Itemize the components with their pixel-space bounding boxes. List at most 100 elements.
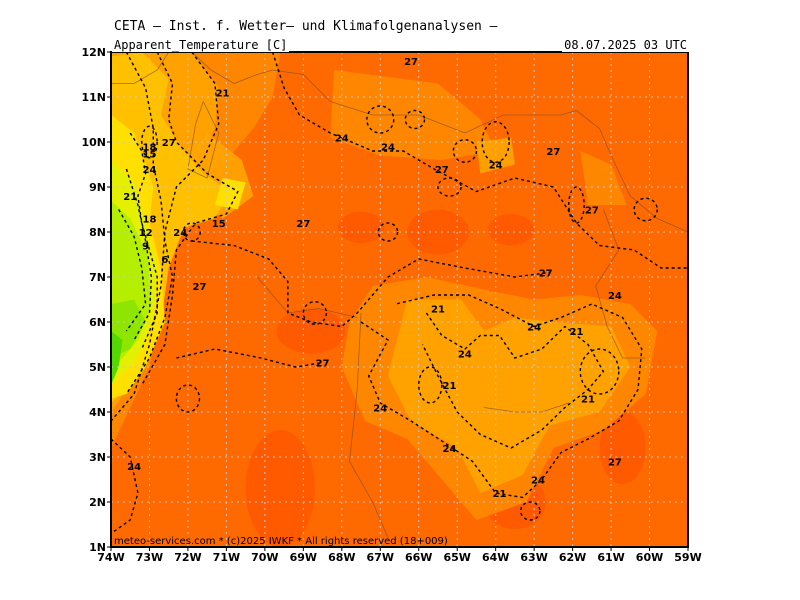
map-frame — [110, 51, 689, 548]
lon-tick-label: 63W — [520, 551, 547, 564]
contour-ring-3 — [452, 139, 478, 163]
footer-credit: meteo-services.com * (c)2025 IWKF * All … — [114, 536, 448, 547]
contour-label: 21 — [581, 395, 595, 406]
lon-tick-label: 66W — [405, 551, 432, 564]
contour-ring-12 — [568, 186, 585, 224]
apparent-temp-band-18-mtn — [214, 178, 246, 210]
contour-label: 24 — [531, 476, 545, 487]
contour-label: 21 — [493, 489, 507, 500]
contour-label: 24 — [381, 143, 395, 154]
contour-ring-5 — [377, 222, 399, 242]
map-title: CETA – Inst. f. Wetter– und Klimafolgena… — [114, 19, 498, 34]
apparent-temp-band-25-3 — [580, 151, 627, 205]
hot-patch-1 — [487, 214, 535, 246]
lat-tick-label: 11N — [81, 91, 106, 104]
boundary-line-2 — [111, 52, 170, 84]
contour-label: 18 — [143, 143, 157, 154]
contour-line-9 — [360, 294, 643, 499]
lon-tick-label: 73W — [136, 551, 163, 564]
parameter-label: Apparent_Temperature [C] — [112, 38, 290, 52]
contour-label: 24 — [143, 165, 157, 176]
contour-label: 27 — [193, 282, 207, 293]
contour-line-8 — [176, 348, 323, 368]
hot-patch-3 — [276, 308, 346, 354]
lat-tick-label: 4N — [89, 406, 106, 419]
lon-tick-label: 74W — [97, 551, 124, 564]
contour-label: 27 — [316, 359, 330, 370]
contour-ring-0 — [366, 105, 395, 134]
contour-line-3 — [129, 132, 158, 350]
lon-tick-label: 71W — [213, 551, 240, 564]
lat-tick-label: 10N — [81, 136, 106, 149]
hot-patch-2 — [337, 211, 385, 244]
contour-label: 27 — [585, 206, 599, 217]
contour-label: 21 — [443, 381, 457, 392]
contour-label: 27 — [608, 458, 622, 469]
apparent-temp-band-23-2 — [388, 299, 631, 493]
lon-tick-label: 62W — [559, 551, 586, 564]
lon-tick-label: 68W — [328, 551, 355, 564]
contour-ring-13 — [141, 125, 158, 159]
contour-label: 24 — [608, 291, 622, 302]
lon-tick-label: 59W — [674, 551, 701, 564]
lat-tick-label: 1N — [89, 541, 106, 554]
lon-tick-label: 65W — [443, 551, 470, 564]
lat-tick-label: 6N — [89, 316, 106, 329]
lat-tick-label: 12N — [81, 46, 106, 59]
contour-label: 21 — [431, 305, 445, 316]
contour-ring-8 — [519, 501, 541, 521]
contour-label: 24 — [527, 323, 541, 334]
contour-label: 24 — [127, 462, 141, 473]
lat-tick-label: 7N — [89, 271, 106, 284]
hot-patch-0 — [407, 209, 469, 255]
apparent-temp-band-6 — [111, 331, 123, 385]
contour-ring-7 — [175, 384, 201, 413]
lon-tick-label: 67W — [367, 551, 394, 564]
contour-ring-9 — [302, 301, 328, 325]
lon-tick-label: 60W — [636, 551, 663, 564]
contour-line-7 — [191, 240, 550, 328]
lon-tick-label: 69W — [290, 551, 317, 564]
contour-ring-6 — [182, 222, 201, 242]
contour-label: 21 — [123, 192, 137, 203]
contour-label: 27 — [404, 57, 418, 68]
contour-label: 24 — [489, 161, 503, 172]
boundary-line-1 — [187, 101, 220, 179]
contour-label: 21 — [216, 89, 230, 100]
lat-tick-label: 9N — [89, 181, 106, 194]
contour-label: 24 — [173, 228, 187, 239]
contour-ring-2 — [481, 121, 510, 163]
lon-tick-label: 61W — [597, 551, 624, 564]
contour-line-4 — [125, 168, 153, 341]
lon-tick-label: 72W — [174, 551, 201, 564]
contour-line-6 — [271, 52, 688, 269]
valid-time-label: 08.07.2025 03 UTC — [562, 38, 689, 52]
contour-label: 6 — [161, 255, 168, 266]
lat-tick-label: 2N — [89, 496, 106, 509]
contour-label: 24 — [443, 444, 457, 455]
contour-ring-11 — [418, 366, 443, 404]
contour-label: 24 — [335, 134, 349, 145]
contour-line-5 — [118, 209, 147, 332]
contour-label: 18 — [143, 215, 157, 226]
contour-label: 27 — [546, 147, 560, 158]
contour-ring-10 — [579, 348, 620, 395]
lat-tick-label: 8N — [89, 226, 106, 239]
lon-tick-label: 70W — [251, 551, 278, 564]
contour-label: 15 — [143, 149, 157, 160]
contour-label: 21 — [569, 327, 583, 338]
contour-label: 12 — [139, 228, 153, 239]
boundary-line-0 — [191, 52, 688, 233]
contour-label: 24 — [458, 350, 472, 361]
contour-label: 27 — [435, 165, 449, 176]
contour-label: 24 — [373, 404, 387, 415]
hot-patch-4 — [245, 430, 315, 547]
contour-ring-4 — [633, 197, 658, 222]
contour-label: 15 — [212, 219, 226, 230]
contour-label: 27 — [162, 138, 176, 149]
contour-line-2 — [125, 52, 174, 395]
contour-line-1 — [141, 52, 239, 386]
boundary-line-5 — [484, 402, 569, 413]
boundary-line-3 — [349, 312, 389, 539]
